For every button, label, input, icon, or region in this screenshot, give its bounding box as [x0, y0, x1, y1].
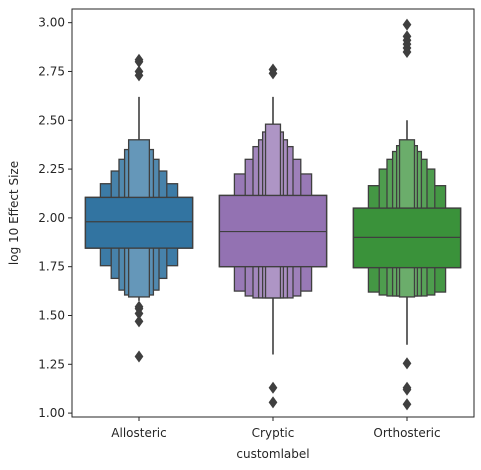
outlier-point — [402, 398, 412, 411]
y-tick-label: 1.25 — [38, 357, 65, 371]
x-axis: Allosteric Cryptic Orthosteric — [111, 417, 441, 440]
y-tick-label: 2.50 — [38, 113, 65, 127]
y-tick-label: 3.00 — [38, 16, 65, 30]
y-tick-label: 2.75 — [38, 64, 65, 78]
x-tick-label: Allosteric — [111, 426, 166, 440]
outlier-point — [134, 350, 144, 363]
y-tick-label: 2.00 — [38, 211, 65, 225]
outlier-point — [134, 315, 144, 328]
outlier-point — [134, 69, 144, 82]
outlier-point — [268, 396, 278, 409]
x-axis-label: customlabel — [236, 447, 309, 461]
outlier-point — [268, 67, 278, 80]
y-axis-label: log 10 Effect Size — [7, 161, 21, 265]
y-tick-label: 1.50 — [38, 308, 65, 322]
plot-content — [84, 18, 462, 411]
y-tick-label: 2.25 — [38, 162, 65, 176]
boxen-cryptic — [218, 63, 328, 409]
y-tick-label: 1.75 — [38, 260, 65, 274]
outlier-point — [402, 383, 412, 396]
outlier-point — [268, 381, 278, 394]
boxen-orthosteric — [352, 18, 462, 411]
outlier-point — [402, 357, 412, 370]
outlier-point — [402, 45, 412, 58]
x-tick-label: Orthosteric — [373, 426, 440, 440]
x-tick-label: Cryptic — [252, 426, 295, 440]
y-axis: 1.00 1.25 1.50 1.75 2.00 2.25 2.50 2.75 3.00 — [38, 16, 72, 420]
boxen-allosteric — [84, 53, 194, 363]
y-tick-label: 1.00 — [38, 406, 65, 420]
outlier-point — [402, 18, 412, 31]
boxen-box-inner — [84, 196, 194, 249]
